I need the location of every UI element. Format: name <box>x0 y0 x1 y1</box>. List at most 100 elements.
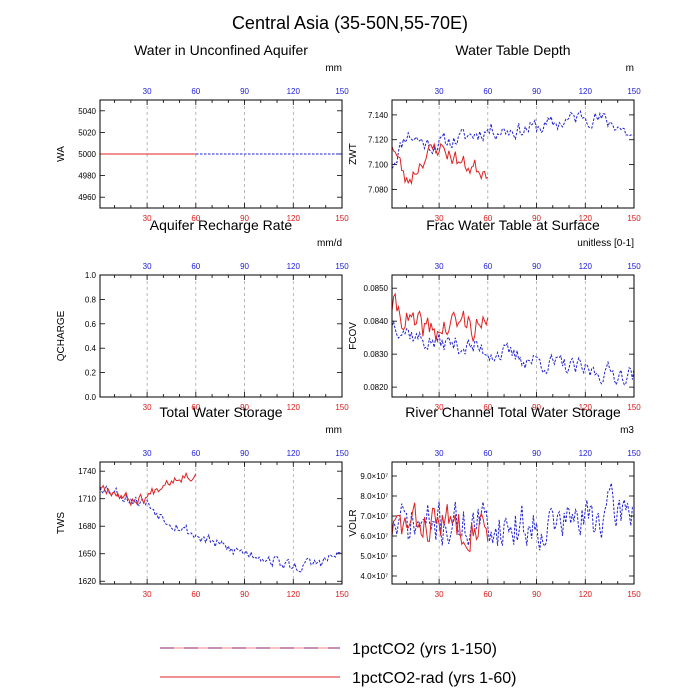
x-tick-label-top: 120 <box>579 87 593 96</box>
plot-frame <box>391 274 635 398</box>
panel-tws: Total Water Storage mm TWS 30 30 60 60 90 90 120 1… <box>56 404 349 599</box>
y-axis-label: WA <box>56 146 67 162</box>
x-tick-label-top: 90 <box>240 87 249 96</box>
x-tick-label-bottom: 30 <box>435 403 444 412</box>
series-line-1pctco2 <box>391 320 635 386</box>
y-tick-label: 5040 <box>78 107 96 116</box>
units-label: unitless [0-1] <box>577 238 634 249</box>
x-tick-label-top: 30 <box>143 87 152 96</box>
plot-frame <box>99 461 343 585</box>
panels-group: Water in Unconfined Aquifer mm WA 30 30 60 60 9… <box>56 42 641 599</box>
y-tick-label: 7.0×10⁷ <box>360 512 388 521</box>
y-tick-label: 0.0840 <box>364 317 389 326</box>
x-tick-label-top: 30 <box>435 87 444 96</box>
y-tick-label: 0.0830 <box>364 350 389 359</box>
x-tick-label-bottom: 120 <box>287 590 301 599</box>
x-tick-label-top: 60 <box>483 262 492 271</box>
legend-label-1pctco2: 1pctCO2 (yrs 1-150) <box>352 641 497 658</box>
units-label: mm <box>325 63 342 74</box>
x-tick-label-bottom: 90 <box>240 590 249 599</box>
x-tick-label-top: 150 <box>335 87 349 96</box>
x-tick-label-top: 30 <box>143 449 152 458</box>
y-tick-label: 0.8 <box>85 295 97 304</box>
x-tick-label-bottom: 90 <box>240 214 249 223</box>
plot-frame <box>391 99 635 209</box>
y-tick-label: 9.0×10⁷ <box>360 472 388 481</box>
panel-qcharge: Aquifer Recharge Rate mm/d QCHARGE 30 30 60 60… <box>56 217 349 412</box>
x-tick-label-bottom: 150 <box>335 214 349 223</box>
x-tick-label-bottom: 60 <box>191 214 200 223</box>
y-tick-label: 1650 <box>78 550 96 559</box>
x-tick-label-top: 150 <box>627 449 641 458</box>
x-tick-label-top: 150 <box>335 262 349 271</box>
x-tick-label-bottom: 90 <box>532 214 541 223</box>
y-tick-label: 7.140 <box>368 111 389 120</box>
figure-title: Central Asia (35-50N,55-70E) <box>232 13 468 33</box>
y-tick-label: 5.0×10⁷ <box>360 552 388 561</box>
plot-frame <box>99 99 343 209</box>
plot-frame <box>99 274 343 398</box>
plot-frame <box>391 461 635 585</box>
x-tick-label-bottom: 150 <box>627 590 641 599</box>
legend: 1pctCO2 (yrs 1-150) 1pctCO2-rad (yrs 1-6… <box>160 641 517 687</box>
x-tick-label-top: 90 <box>532 449 541 458</box>
x-tick-label-bottom: 60 <box>483 590 492 599</box>
x-tick-label-bottom: 150 <box>335 590 349 599</box>
x-tick-label-bottom: 90 <box>532 590 541 599</box>
x-tick-label-bottom: 90 <box>532 403 541 412</box>
x-tick-label-bottom: 30 <box>143 403 152 412</box>
y-tick-label: 5020 <box>78 128 96 137</box>
x-tick-label-bottom: 60 <box>483 403 492 412</box>
y-axis-label: TWS <box>56 512 67 535</box>
x-tick-label-top: 120 <box>287 449 301 458</box>
x-tick-label-top: 90 <box>240 449 249 458</box>
y-tick-label: 7.120 <box>368 136 389 145</box>
units-label: m3 <box>620 425 634 436</box>
panel-title: Total Water Storage <box>159 404 282 420</box>
y-tick-label: 1740 <box>78 467 96 476</box>
x-tick-label-top: 150 <box>335 449 349 458</box>
y-axis-label: FCOV <box>348 322 359 350</box>
x-tick-label-top: 120 <box>579 262 593 271</box>
series-line-1pctco2-rad <box>391 502 489 553</box>
series-line-1pctco2 <box>99 485 342 573</box>
panel-title: Water in Unconfined Aquifer <box>134 42 308 58</box>
x-tick-label-top: 30 <box>435 262 444 271</box>
y-tick-label: 1620 <box>78 577 96 586</box>
y-axis-label: QCHARGE <box>56 310 67 361</box>
series-line-1pctco2-rad <box>391 292 489 342</box>
y-tick-label: 5000 <box>78 150 96 159</box>
x-tick-label-bottom: 120 <box>579 590 593 599</box>
y-tick-label: 7.100 <box>368 161 389 170</box>
y-tick-label: 1710 <box>78 495 96 504</box>
x-tick-label-bottom: 150 <box>627 403 641 412</box>
x-tick-label-bottom: 120 <box>287 403 301 412</box>
x-tick-label-bottom: 60 <box>191 403 200 412</box>
x-tick-label-top: 90 <box>532 87 541 96</box>
y-tick-label: 0.0820 <box>364 383 389 392</box>
y-tick-label: 4960 <box>78 193 96 202</box>
x-tick-label-bottom: 30 <box>435 214 444 223</box>
y-tick-label: 4.0×10⁷ <box>360 572 388 581</box>
panel-fcov: Frac Water Table at Surface unitless [0-1… <box>348 217 641 412</box>
x-tick-label-bottom: 120 <box>287 214 301 223</box>
x-tick-label-top: 150 <box>627 262 641 271</box>
x-tick-label-top: 90 <box>532 262 541 271</box>
units-label: m <box>626 63 634 74</box>
x-tick-label-bottom: 120 <box>579 403 593 412</box>
x-tick-label-bottom: 30 <box>143 590 152 599</box>
x-tick-label-bottom: 30 <box>435 590 444 599</box>
y-tick-label: 0.6 <box>85 320 97 329</box>
y-tick-label: 0.0850 <box>364 284 389 293</box>
x-tick-label-top: 60 <box>191 262 200 271</box>
legend-label-1pctco2-rad: 1pctCO2-rad (yrs 1-60) <box>352 670 517 687</box>
panel-title: Water Table Depth <box>455 42 570 58</box>
y-tick-label: 0.4 <box>85 344 97 353</box>
units-label: mm <box>325 425 342 436</box>
panel-wa: Water in Unconfined Aquifer mm WA 30 30 60 60 9… <box>56 42 349 223</box>
panel-zwt: Water Table Depth m ZWT 30 30 60 60 90 90 120 120 1… <box>348 42 641 223</box>
series-line-1pctco2-rad <box>391 142 489 186</box>
x-tick-label-bottom: 60 <box>191 590 200 599</box>
y-tick-label: 7.080 <box>368 185 389 194</box>
